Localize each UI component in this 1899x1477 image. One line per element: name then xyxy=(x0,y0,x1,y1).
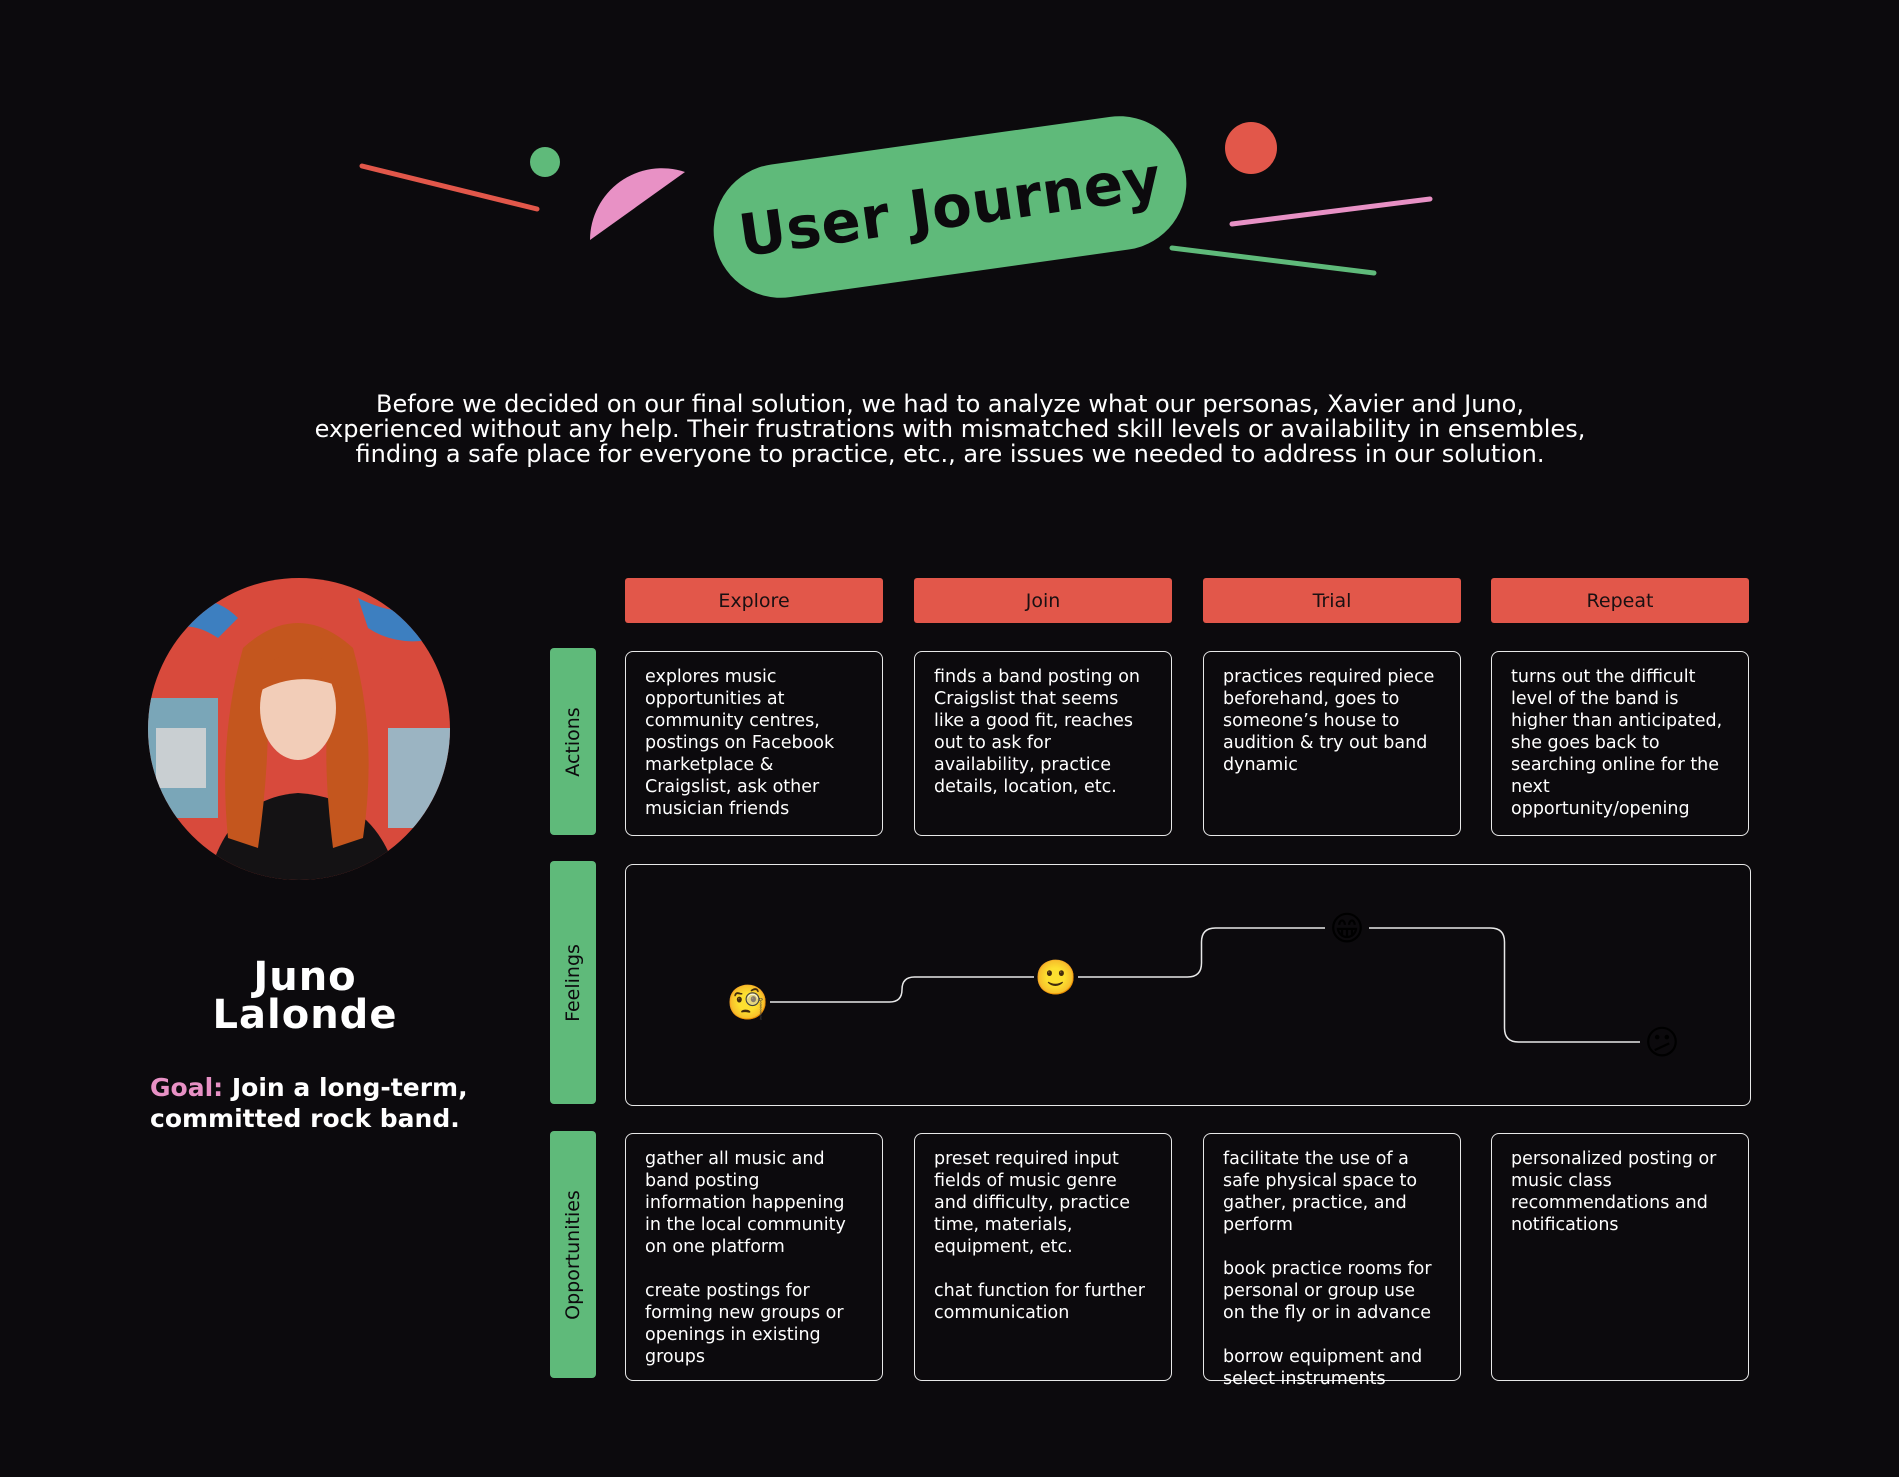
intro-line-3: finding a safe place for everyone to pra… xyxy=(355,440,1545,468)
opportunity-card-join: preset required input fields of music ge… xyxy=(914,1133,1172,1381)
row-label-opportunities-text: Opportunities xyxy=(562,1189,584,1320)
opportunity-item: borrow equipment and select instruments xyxy=(1223,1347,1423,1389)
header-decoration xyxy=(359,122,1433,276)
opportunity-card-explore: gather all music and band posting inform… xyxy=(625,1133,883,1381)
red-line-left xyxy=(359,163,540,212)
intro-line-1: Before we decided on our final solution,… xyxy=(376,390,1524,418)
opportunity-item: gather all music and band posting inform… xyxy=(645,1149,846,1257)
stage-repeat: Repeat xyxy=(1491,578,1749,623)
opportunity-item: preset required input fields of music ge… xyxy=(934,1149,1131,1257)
slight-smile-icon: 🙂 xyxy=(1035,958,1077,998)
goal-label: Goal: xyxy=(150,1073,224,1102)
green-dot xyxy=(530,147,560,177)
persona-avatar xyxy=(148,578,450,880)
row-label-opportunities: Opportunities xyxy=(550,1131,596,1378)
red-dot xyxy=(1225,122,1277,174)
opportunity-item: book practice rooms for personal or grou… xyxy=(1223,1259,1432,1323)
green-line-right xyxy=(1169,245,1377,276)
persona-name: Juno Lalonde xyxy=(150,954,460,1038)
persona-first-name: Juno xyxy=(253,954,357,1000)
row-label-actions: Actions xyxy=(550,648,596,835)
stage-trial: Trial xyxy=(1203,578,1461,623)
opportunity-card-repeat: personalized posting or music class reco… xyxy=(1491,1133,1749,1381)
stage-explore: Explore xyxy=(625,578,883,623)
opportunity-item: create postings for forming new groups o… xyxy=(645,1281,844,1367)
pink-half-circle xyxy=(590,168,685,240)
row-label-feelings-text: Feelings xyxy=(562,943,584,1022)
action-card-join: finds a band posting on Craigslist that … xyxy=(914,651,1172,836)
feelings-curve: 🧐 🙂 😁 😕 xyxy=(727,909,1680,1063)
action-card-repeat: turns out the difficult level of the ban… xyxy=(1491,651,1749,836)
persona-last-name: Lalonde xyxy=(212,992,398,1038)
confused-face-icon: 😕 xyxy=(1644,1023,1679,1063)
feelings-line xyxy=(770,927,1640,1043)
pink-line-right xyxy=(1229,196,1433,227)
persona-goal: Goal: Join a long-term, committed rock b… xyxy=(150,1072,480,1134)
goal-text: Join a long-term, committed rock band. xyxy=(150,1073,468,1133)
page-title: User Journey xyxy=(734,143,1166,271)
opportunity-item: chat function for further communication xyxy=(934,1281,1145,1323)
intro-line-2: experienced without any help. Their frus… xyxy=(314,415,1586,443)
intro-paragraph: Before we decided on our final solution,… xyxy=(300,392,1600,467)
opportunity-item: personalized posting or music class reco… xyxy=(1511,1149,1717,1235)
opportunity-item: facilitate the use of a safe physical sp… xyxy=(1223,1149,1418,1235)
stage-join: Join xyxy=(914,578,1172,623)
opportunity-card-trial: facilitate the use of a safe physical sp… xyxy=(1203,1133,1461,1389)
action-card-trial: practices required piece beforehand, goe… xyxy=(1203,651,1461,836)
feelings-box xyxy=(625,864,1751,1106)
row-label-actions-text: Actions xyxy=(562,706,584,777)
grinning-face-icon: 😁 xyxy=(1329,909,1364,949)
row-label-feelings: Feelings xyxy=(550,861,596,1104)
monocle-face-icon: 🧐 xyxy=(727,983,769,1023)
action-card-explore: explores music opportunities at communit… xyxy=(625,651,883,836)
